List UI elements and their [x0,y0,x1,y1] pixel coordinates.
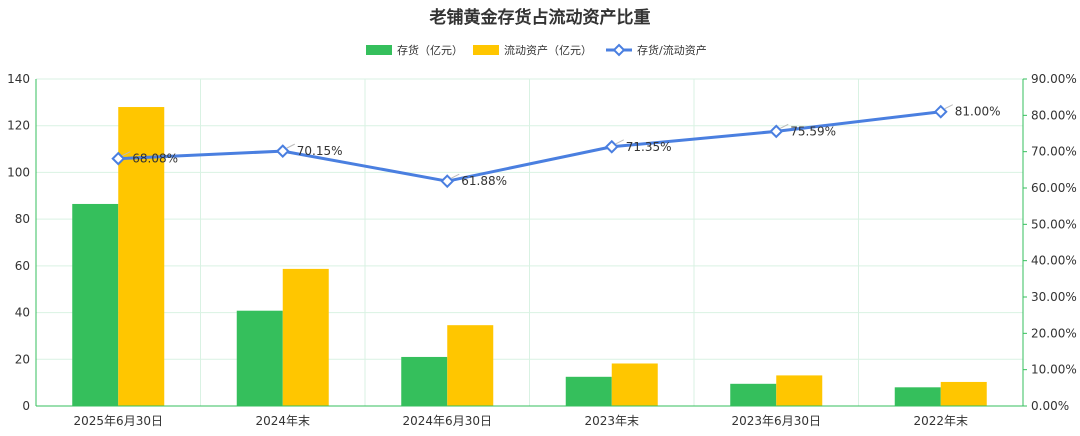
y-left-tick-label: 40 [15,306,30,320]
ratio-point[interactable] [111,151,126,166]
y-left-tick-label: 60 [15,259,30,273]
bar-current-assets[interactable] [611,363,658,406]
chart-title: 老铺黄金存货占流动资产比重 [429,7,651,28]
data-label-leader [615,139,624,145]
bar-inventory[interactable] [72,203,119,406]
legend[interactable]: 存货（亿元） 流动资产（亿元） 存货/流动资产 [366,43,707,57]
y-right-tick-label: 60.00% [1031,181,1077,195]
y-right-tick-label: 40.00% [1031,254,1077,268]
legend-swatch [366,45,392,55]
y-left-tick-label: 80 [15,212,30,226]
bar-inventory[interactable] [894,387,941,406]
y-right-tick-label: 80.00% [1031,108,1077,122]
legend-label[interactable]: 存货/流动资产 [637,43,707,57]
y-left-tick-label: 20 [15,352,30,366]
x-tick-label: 2025年6月30日 [74,414,163,428]
grid-lines [36,78,1023,406]
bar-current-assets[interactable] [282,268,329,406]
y-right-tick-label: 0.00% [1031,399,1069,413]
y-right-tick-label: 10.00% [1031,363,1077,377]
bar-current-assets[interactable] [776,375,823,406]
ratio-data-label: 68.08% [132,152,178,166]
bar-inventory[interactable] [236,310,283,406]
legend-label[interactable]: 流动资产（亿元） [504,43,592,57]
axes: 0 20 40 60 80 100 120 140 0.00% 10.00% 20.00% 30.00… [7,72,1077,428]
data-label-leader [286,143,295,149]
y-right-tick-label: 90.00% [1031,72,1077,86]
ratio-data-label: 81.00% [955,105,1001,119]
y-right-tick-label: 70.00% [1031,145,1077,159]
bar-current-assets[interactable] [940,381,987,406]
x-tick-label: 2023年6月30日 [732,414,821,428]
x-tick-label: 2022年末 [913,414,968,428]
y-left-tick-label: 0 [22,399,30,413]
ratio-line: 68.08% 70.15% 61.88% 71.35% 75.59% 81.00% [111,104,1001,189]
bar-inventory[interactable] [401,356,448,406]
y-left-tick-label: 140 [7,72,30,86]
ratio-data-label: 61.88% [461,174,507,188]
ratio-data-label: 71.35% [626,140,672,154]
x-tick-label: 2024年6月30日 [403,414,492,428]
bar-inventory[interactable] [730,383,777,406]
data-label-leader [780,123,789,129]
legend-swatch [473,45,499,55]
ratio-point[interactable] [275,144,290,159]
ratio-data-label: 70.15% [297,144,343,158]
ratio-line-path [118,110,941,183]
data-label-leader [944,104,953,110]
ratio-data-label: 75.59% [790,124,836,138]
y-left-tick-label: 100 [7,165,30,179]
y-right-tick-label: 50.00% [1031,217,1077,231]
y-left-tick-label: 120 [7,119,30,133]
bar-inventory[interactable] [565,376,612,406]
ratio-point[interactable] [604,139,619,154]
data-label-leader [451,173,460,179]
legend-marker [612,43,626,57]
ratio-point[interactable] [769,124,784,139]
x-tick-label: 2024年末 [255,414,310,428]
bar-current-assets[interactable] [447,325,494,406]
legend-label[interactable]: 存货（亿元） [397,43,463,57]
y-right-tick-label: 20.00% [1031,326,1077,340]
y-right-tick-label: 30.00% [1031,290,1077,304]
x-tick-label: 2023年末 [584,414,639,428]
ratio-point[interactable] [440,174,455,189]
data-label-leader [122,151,131,157]
ratio-point[interactable] [933,104,948,119]
